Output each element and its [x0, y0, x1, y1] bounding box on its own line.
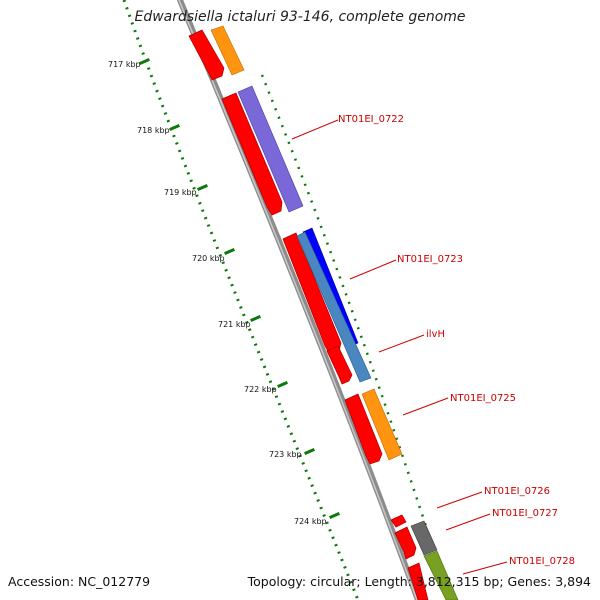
- gene-label-0722: NT01EI_0722: [338, 114, 404, 125]
- gene-label-0727: NT01EI_0727: [492, 508, 558, 519]
- feature-bars: [210, 25, 459, 600]
- gene-label-0723: NT01EI_0723: [397, 254, 463, 265]
- track-dotted-line: [260, 74, 452, 600]
- accession-label: Accession: NC_012779: [8, 574, 151, 589]
- cds-arrow-2: [221, 92, 283, 216]
- label-leader-lines: [291, 119, 508, 575]
- feature-olive: [423, 550, 459, 600]
- ruler-ticks: [139, 58, 340, 519]
- feature-orange-1: [210, 25, 245, 76]
- cds-arrow-1: [188, 29, 225, 81]
- cds-arrow-6: [390, 514, 407, 528]
- tick-label-720: 720 kbp: [192, 254, 225, 263]
- feature-purple: [237, 85, 304, 213]
- tick-label-723: 723 kbp: [269, 450, 302, 459]
- ruler-tick-labels: 717 kbp 718 kbp 719 kbp 720 kbp 721 kbp …: [108, 60, 327, 526]
- tick-label-719: 719 kbp: [164, 188, 197, 197]
- gene-label-0725: NT01EI_0725: [450, 393, 516, 404]
- feature-gray: [410, 520, 438, 556]
- cds-arrow-7: [394, 526, 417, 560]
- tick-label-717: 717 kbp: [108, 60, 141, 69]
- tick-label-722: 722 kbp: [244, 385, 277, 394]
- topology-label: Topology: circular; Length: 3,812,315 bp…: [247, 574, 591, 589]
- map-title: Edwardsiella ictaluri 93-146, complete g…: [134, 9, 466, 25]
- cds-arrow-4: [326, 345, 353, 385]
- gene-label-0726: NT01EI_0726: [484, 486, 550, 497]
- tick-label-718: 718 kbp: [137, 126, 170, 135]
- cds-arrow-5: [344, 393, 383, 465]
- gene-labels: NT01EI_0722 NT01EI_0723 ilvH NT01EI_0725…: [338, 114, 575, 567]
- cds-arrows: [188, 29, 429, 600]
- feature-orange-2: [361, 388, 403, 461]
- ruler-dotted-line: [122, 0, 360, 600]
- tick-label-721: 721 kbp: [218, 320, 251, 329]
- gene-label-ilvH: ilvH: [426, 329, 445, 340]
- feature-steelblue: [296, 231, 372, 383]
- gene-label-0728: NT01EI_0728: [509, 556, 575, 567]
- tick-label-724: 724 kbp: [294, 517, 327, 526]
- cds-arrow-8: [407, 562, 429, 600]
